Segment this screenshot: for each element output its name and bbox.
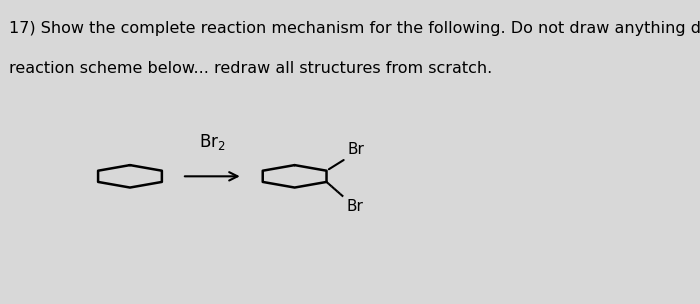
Text: Br$_2$: Br$_2$ bbox=[199, 132, 225, 152]
Text: reaction scheme below... redraw all structures from scratch.: reaction scheme below... redraw all stru… bbox=[8, 61, 492, 76]
Text: Br: Br bbox=[346, 199, 363, 214]
Text: Br: Br bbox=[347, 142, 364, 157]
Text: 17) Show the complete reaction mechanism for the following. Do not draw anything: 17) Show the complete reaction mechanism… bbox=[8, 21, 700, 36]
